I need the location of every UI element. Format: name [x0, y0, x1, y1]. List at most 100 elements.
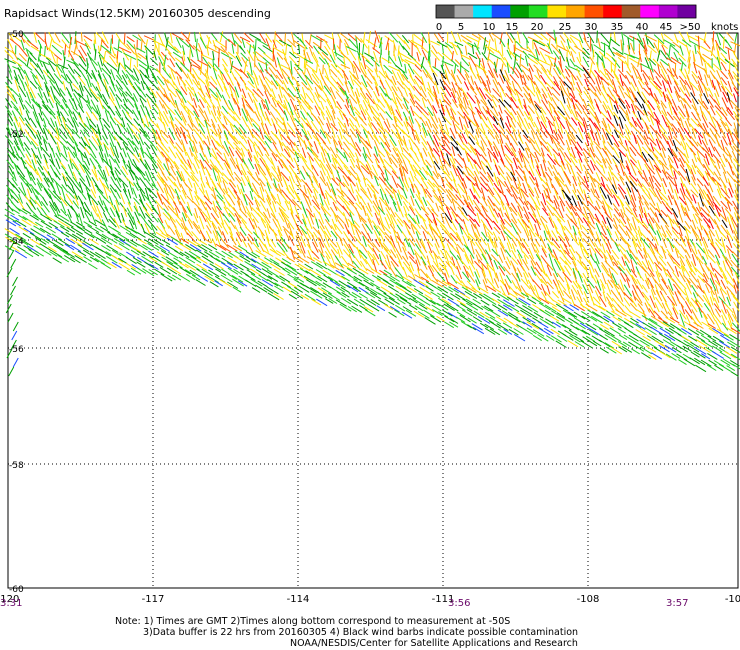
wind-barb	[436, 41, 448, 48]
wind-barb	[263, 159, 270, 171]
wind-barb	[340, 195, 350, 206]
wind-barb	[132, 85, 142, 98]
wind-barb	[701, 56, 711, 68]
wind-barb	[402, 103, 410, 114]
wind-barb	[102, 142, 110, 151]
wind-barb	[673, 135, 682, 146]
wind-barb	[126, 207, 134, 220]
wind-barb	[317, 93, 327, 103]
wind-barb	[102, 63, 112, 75]
wind-barb	[53, 73, 64, 85]
wind-barb	[539, 140, 550, 152]
wind-barb	[438, 156, 445, 169]
wind-barb	[717, 50, 721, 64]
wind-barb	[513, 44, 516, 55]
wind-barb	[115, 84, 123, 97]
wind-barb	[570, 81, 575, 91]
wind-barb	[443, 158, 452, 169]
wind-barb	[62, 116, 67, 130]
wind-barb	[113, 130, 123, 141]
wind-barb	[362, 146, 367, 159]
wind-barb	[445, 250, 453, 261]
wind-barb	[523, 104, 530, 116]
wind-barb	[343, 57, 346, 70]
wind-barb	[630, 194, 637, 208]
wind-barb	[441, 44, 445, 55]
wind-barb	[500, 58, 507, 68]
wind-barb	[551, 134, 561, 144]
wind-barb	[18, 116, 26, 126]
wind-barb	[132, 93, 139, 102]
wind-barb	[228, 146, 235, 157]
wind-barb	[536, 69, 541, 79]
wind-barb	[409, 170, 415, 182]
wind-barb	[696, 118, 703, 128]
wind-barb	[167, 87, 177, 98]
wind-barb	[313, 188, 318, 200]
wind-barb	[570, 206, 577, 217]
wind-barb	[261, 268, 273, 276]
wind-barb	[604, 146, 614, 158]
wind-barb	[120, 193, 126, 205]
wind-barb	[630, 259, 635, 273]
wind-barb	[655, 76, 663, 86]
wind-barb	[572, 267, 577, 279]
wind-barb	[353, 279, 365, 287]
wind-barb	[588, 152, 596, 164]
wind-barb	[514, 169, 524, 182]
wind-barb	[524, 147, 530, 159]
wind-barb	[534, 151, 540, 163]
wind-barb	[666, 68, 675, 78]
wind-barb	[107, 129, 116, 141]
wind-barb	[691, 158, 697, 169]
wind-barb	[310, 261, 323, 270]
wind-barb	[395, 274, 405, 281]
wind-barb	[247, 80, 256, 89]
wind-barb	[222, 73, 230, 86]
wind-barb	[221, 144, 230, 157]
wind-barb	[512, 194, 518, 204]
wind-barb	[421, 49, 428, 61]
wind-barb	[69, 159, 74, 170]
wind-barb	[617, 187, 626, 200]
wind-barb	[330, 264, 340, 271]
wind-barb	[184, 263, 197, 271]
wind-barb	[58, 133, 68, 144]
wind-barb	[452, 178, 457, 188]
wind-barb	[334, 231, 343, 242]
wind-barb	[97, 164, 105, 177]
wind-barb	[468, 158, 474, 170]
wind-barb	[451, 81, 457, 93]
wind-barb	[534, 187, 540, 199]
wind-barb	[569, 58, 576, 67]
wind-barb	[691, 176, 697, 186]
wind-barb	[32, 153, 37, 165]
wind-barb	[144, 261, 155, 269]
wind-barb	[426, 106, 434, 117]
wind-barb	[347, 262, 357, 269]
wind-barb	[246, 115, 253, 127]
wind-barb	[269, 62, 277, 72]
wind-barb	[83, 35, 93, 42]
wind-barb	[545, 82, 553, 90]
wind-barb	[342, 147, 351, 159]
wind-barb	[576, 189, 585, 201]
wind-barb	[448, 182, 458, 194]
wind-barb	[156, 174, 166, 187]
wind-barb	[597, 184, 602, 194]
wind-barb	[457, 110, 465, 119]
wind-barb	[235, 147, 243, 156]
wind-barb	[72, 176, 82, 188]
wind-barb	[630, 62, 638, 72]
wind-barb	[479, 248, 487, 260]
wind-barb	[728, 188, 733, 198]
wind-barb	[589, 272, 598, 284]
wind-barb	[41, 135, 48, 144]
wind-barb	[473, 42, 481, 55]
wind-barb	[148, 256, 158, 263]
wind-barb	[187, 69, 195, 79]
wind-barb	[65, 231, 77, 240]
wind-barb	[608, 268, 613, 279]
wind-barb	[178, 256, 191, 265]
wind-barb	[722, 153, 728, 163]
